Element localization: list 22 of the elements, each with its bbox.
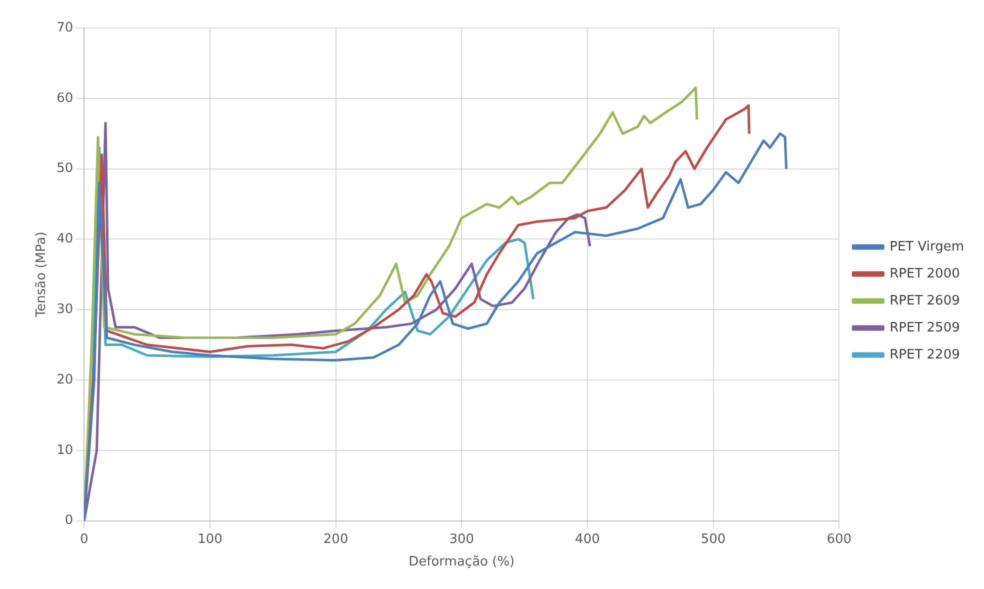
x-axis-title: Deformação (%) bbox=[408, 554, 515, 570]
y-tick-label: 20 bbox=[56, 372, 74, 388]
x-tick-label: 600 bbox=[826, 532, 852, 547]
legend-label: RPET 2209 bbox=[890, 347, 960, 362]
y-tick-label: 0 bbox=[64, 513, 74, 528]
x-tick-label: 300 bbox=[449, 532, 474, 547]
x-tick-label: 200 bbox=[323, 532, 348, 547]
legend-label: RPET 2609 bbox=[890, 293, 960, 308]
x-tick-label: 100 bbox=[198, 532, 222, 547]
y-tick-label: 10 bbox=[56, 442, 74, 458]
legend-label: PET Virgem bbox=[890, 239, 964, 254]
y-tick-label: 70 bbox=[56, 20, 74, 36]
legend-label: RPET 2000 bbox=[890, 266, 960, 282]
x-tick-label: 400 bbox=[575, 532, 600, 547]
y-tick-label: 50 bbox=[56, 161, 74, 176]
y-axis-title: Tensão (MPa) bbox=[34, 232, 50, 318]
y-tick-label: 40 bbox=[56, 232, 74, 247]
y-tick-label: 60 bbox=[56, 90, 74, 106]
legend-label: RPET 2509 bbox=[890, 320, 960, 336]
y-tick-label: 30 bbox=[56, 302, 74, 317]
x-tick-label: 500 bbox=[700, 532, 726, 547]
x-tick-label: 0 bbox=[80, 532, 88, 547]
